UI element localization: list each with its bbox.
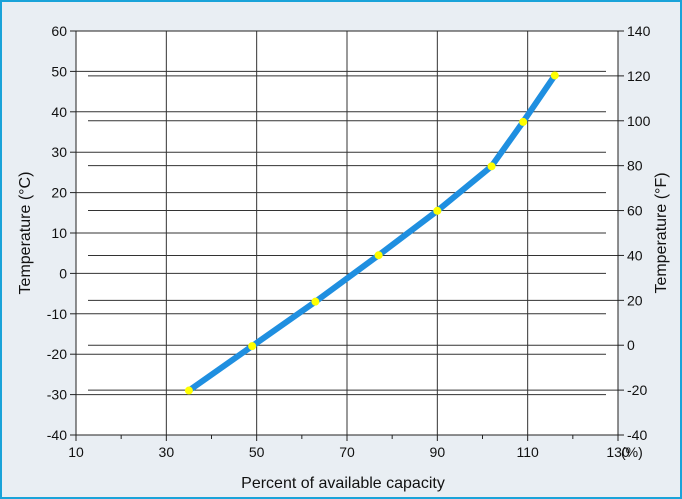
data-point <box>519 117 528 126</box>
y-tick-label: -40 <box>47 427 67 443</box>
y-tick-label: 30 <box>51 144 67 160</box>
y-tick-label: 60 <box>51 23 67 39</box>
x-tick-label: 130 <box>606 444 630 460</box>
y2-tick-label: 80 <box>627 158 643 174</box>
y-tick-label: -10 <box>47 306 67 322</box>
data-points <box>184 71 559 395</box>
x-axis-title: Percent of available capacity <box>241 475 445 492</box>
x-axis-unit: (%) <box>621 444 643 460</box>
y2-tick-label: 140 <box>627 23 651 39</box>
data-point <box>248 342 257 351</box>
y-tick-label: 50 <box>51 63 67 79</box>
y-axis-title-left: Temperature (°C) <box>17 172 34 295</box>
y2-tick-label: 40 <box>627 247 643 263</box>
data-point <box>550 71 559 80</box>
y-tick-label: -30 <box>47 387 67 403</box>
y2-tick-label: 120 <box>627 68 651 84</box>
data-point <box>433 206 442 215</box>
data-point <box>184 386 193 395</box>
y2-tick-label: -40 <box>627 427 647 443</box>
plot-border <box>75 30 619 436</box>
data-point <box>374 251 383 260</box>
x-axis: 10 30 50 70 90 110 130 <box>68 435 630 460</box>
y-tick-label: 40 <box>51 104 67 120</box>
series-line <box>185 72 558 394</box>
y2-tick-label: 100 <box>627 113 651 129</box>
data-point <box>487 162 496 171</box>
x-tick-label: 10 <box>68 444 84 460</box>
y-axis-title-right: Temperature (°F) <box>653 172 670 293</box>
y2-tick-label: 20 <box>627 292 643 308</box>
x-tick-label: 30 <box>159 444 175 460</box>
y2-tick-label: -20 <box>627 382 647 398</box>
x-tick-label: 90 <box>430 444 446 460</box>
x-tick-label: 50 <box>249 444 265 460</box>
y-tick-label: 0 <box>59 265 67 281</box>
y-tick-label: 10 <box>51 225 67 241</box>
y-tick-label: -20 <box>47 346 67 362</box>
y-axis-right: -40 -20 0 20 40 60 80 100 120 140 <box>618 23 651 443</box>
y2-tick-label: 0 <box>627 337 635 353</box>
x-tick-label: 70 <box>339 444 355 460</box>
y-axis-left: -40 -30 -20 -10 0 10 20 30 40 50 60 <box>47 23 76 443</box>
x-tick-label: 110 <box>517 444 540 460</box>
y2-tick-label: 60 <box>627 203 643 219</box>
y-tick-label: 20 <box>51 185 67 201</box>
data-point <box>311 297 320 306</box>
